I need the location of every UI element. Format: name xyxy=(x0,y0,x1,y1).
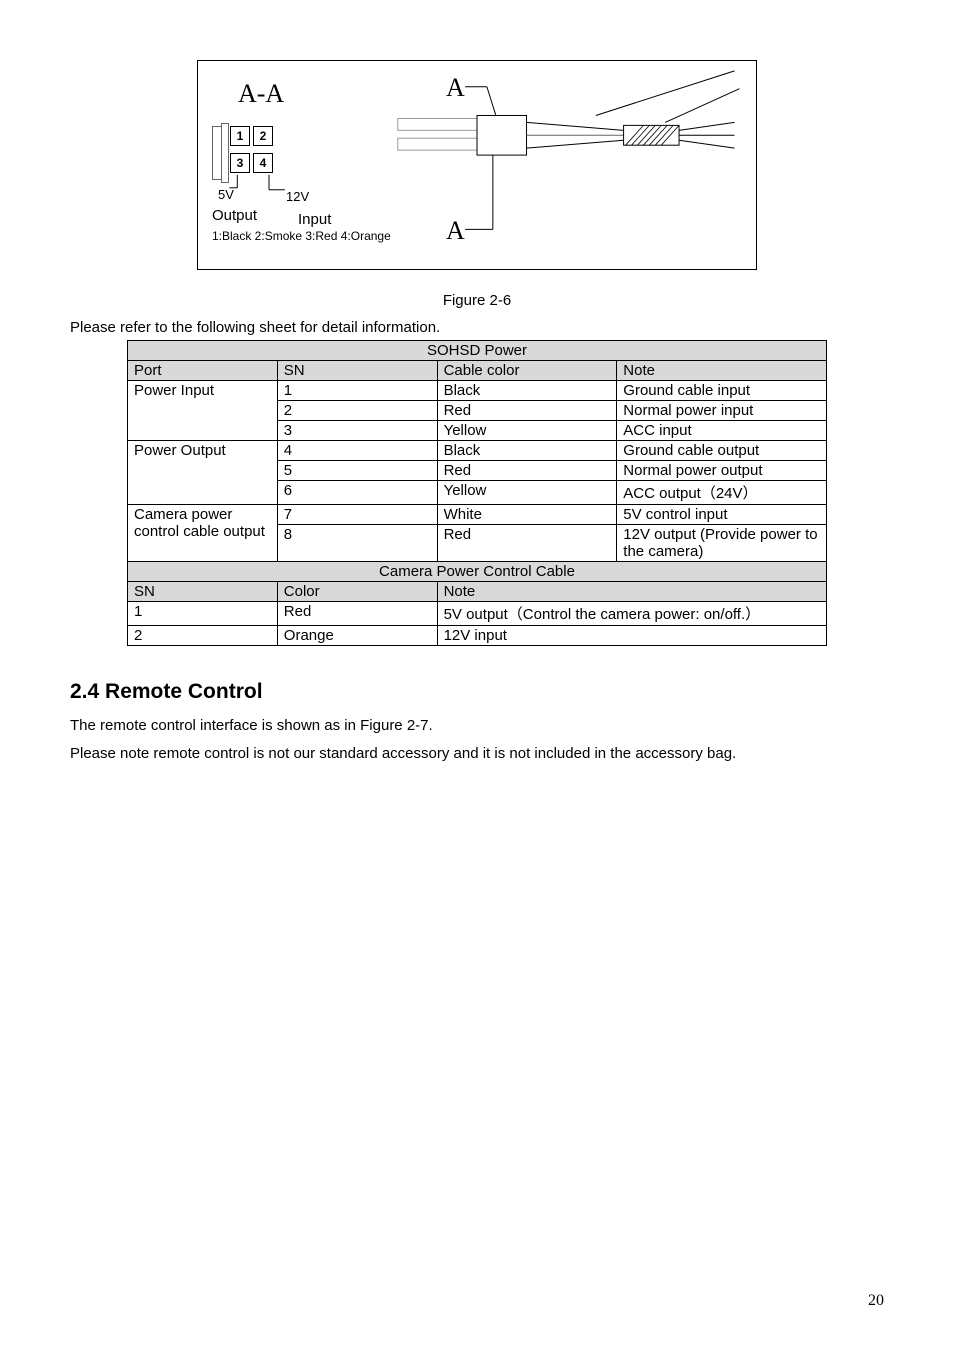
cell2-color: Orange xyxy=(277,626,437,646)
th2-sn: SN xyxy=(128,582,278,602)
sohsd-power-table: SOHSD Power Port SN Cable color Note Pow… xyxy=(127,340,827,646)
cell2-note: 5V output（Control the camera power: on/o… xyxy=(437,602,826,626)
cell-note: Normal power output xyxy=(617,461,827,481)
th-port: Port xyxy=(128,361,278,381)
port-output: Power Output xyxy=(128,441,278,505)
table-preamble: Please refer to the following sheet for … xyxy=(70,319,884,336)
cell2-note: 12V input xyxy=(437,626,826,646)
figure-caption: Figure 2-6 xyxy=(70,292,884,309)
section-p2: Please note remote control is not our st… xyxy=(70,742,884,766)
port-camera: Camera power control cable output xyxy=(128,505,278,562)
figure-lines xyxy=(198,61,756,269)
port-input: Power Input xyxy=(128,381,278,441)
table-title-2: Camera Power Control Cable xyxy=(128,562,827,582)
section-p1: The remote control interface is shown as… xyxy=(70,714,884,738)
cell-note: Ground cable input xyxy=(617,381,827,401)
cell-sn: 8 xyxy=(277,525,437,562)
cell-color: Red xyxy=(437,461,617,481)
cell-note: Normal power input xyxy=(617,401,827,421)
cell-color: Yellow xyxy=(437,481,617,505)
cell-note: 5V control input xyxy=(617,505,827,525)
cell-color: Red xyxy=(437,525,617,562)
th2-color: Color xyxy=(277,582,437,602)
cell-sn: 4 xyxy=(277,441,437,461)
th-color: Cable color xyxy=(437,361,617,381)
cell-note: 12V output (Provide power to the camera) xyxy=(617,525,827,562)
cell-sn: 3 xyxy=(277,421,437,441)
table-title-1: SOHSD Power xyxy=(128,341,827,361)
cell-color: Black xyxy=(437,381,617,401)
cell-color: Black xyxy=(437,441,617,461)
cell-sn: 7 xyxy=(277,505,437,525)
cell-sn: 5 xyxy=(277,461,437,481)
cell2-sn: 2 xyxy=(128,626,278,646)
page-number: 20 xyxy=(868,1292,884,1310)
cell-note: Ground cable output xyxy=(617,441,827,461)
cell-color: Yellow xyxy=(437,421,617,441)
cell-sn: 2 xyxy=(277,401,437,421)
th-sn: SN xyxy=(277,361,437,381)
section-heading-2-4: 2.4 Remote Control xyxy=(70,680,884,704)
cell-sn: 6 xyxy=(277,481,437,505)
cell-note: ACC output（24V） xyxy=(617,481,827,505)
figure-2-6: A-A A A 1 2 3 4 5V 12V Output Input 1:Bl… xyxy=(197,60,757,270)
cell-color: Red xyxy=(437,401,617,421)
cell2-color: Red xyxy=(277,602,437,626)
cell-sn: 1 xyxy=(277,381,437,401)
cell-note: ACC input xyxy=(617,421,827,441)
th-note: Note xyxy=(617,361,827,381)
cell2-sn: 1 xyxy=(128,602,278,626)
cell-color: White xyxy=(437,505,617,525)
th2-note: Note xyxy=(437,582,826,602)
